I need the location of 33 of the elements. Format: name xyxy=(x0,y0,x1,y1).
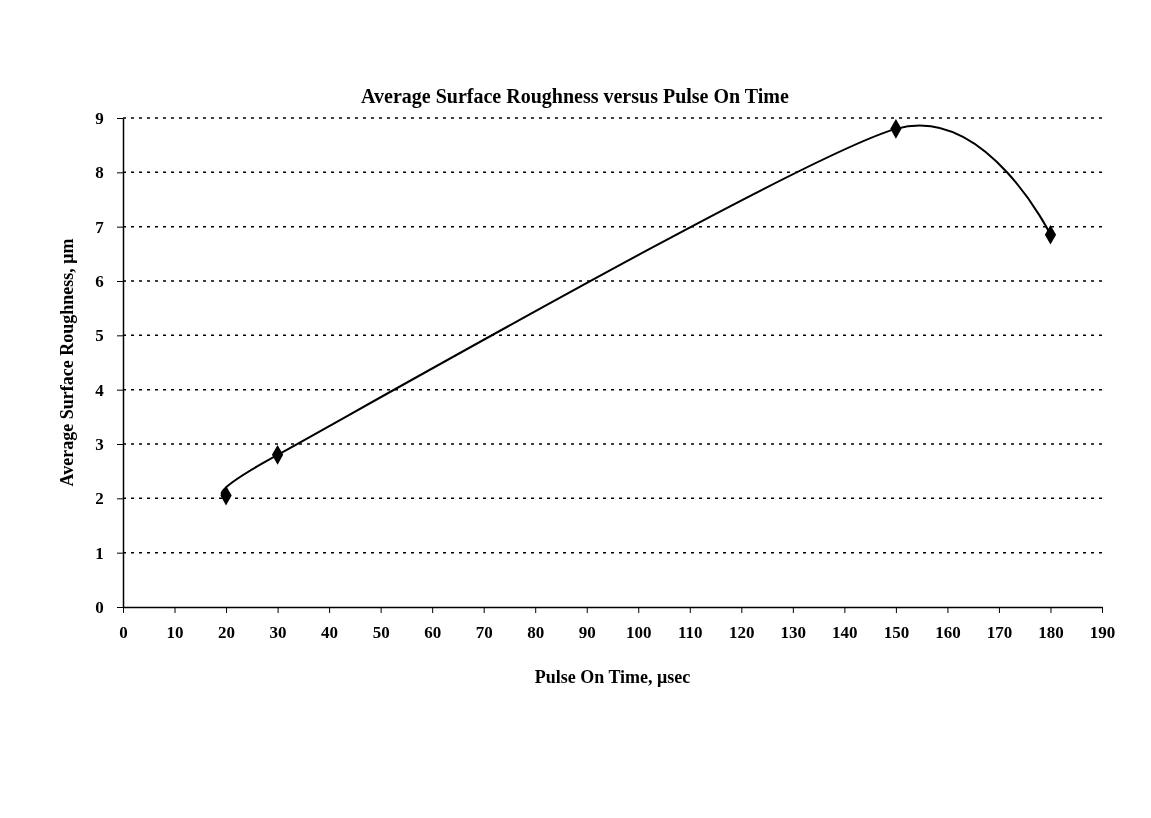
y-tick-label: 8 xyxy=(95,163,104,183)
y-tick-label: 2 xyxy=(95,489,104,509)
x-tick-label: 0 xyxy=(119,623,128,643)
x-tick-label: 100 xyxy=(626,623,652,643)
y-axis-title: Average Surface Roughness, μm xyxy=(57,238,77,487)
x-tick-label: 30 xyxy=(269,623,287,643)
x-tick-label: 140 xyxy=(832,623,858,643)
x-tick-label: 70 xyxy=(475,623,493,643)
x-tick-label: 180 xyxy=(1038,623,1064,643)
x-tick-label: 90 xyxy=(578,623,596,643)
x-tick-label: 50 xyxy=(372,623,390,643)
x-tick-label: 40 xyxy=(321,623,339,643)
x-tick-label: 20 xyxy=(218,623,236,643)
y-tick-label: 7 xyxy=(95,217,105,237)
y-tick-label: 3 xyxy=(95,434,104,454)
x-tick-label: 150 xyxy=(883,623,910,643)
chart-title: Average Surface Roughness versus Pulse On Time xyxy=(361,85,790,108)
y-tick-label: 0 xyxy=(95,597,104,617)
y-tick-label: 9 xyxy=(95,108,104,128)
x-tick-label: 110 xyxy=(678,623,703,643)
x-tick-label: 10 xyxy=(166,623,184,643)
x-tick-label: 60 xyxy=(424,623,442,643)
x-tick-label: 80 xyxy=(527,623,545,643)
x-tick-label: 130 xyxy=(780,623,807,643)
y-tick-label: 1 xyxy=(95,543,104,563)
x-tick-label: 170 xyxy=(986,623,1013,643)
x-tick-label: 160 xyxy=(935,623,961,643)
y-tick-label: 5 xyxy=(95,326,104,346)
x-tick-label: 120 xyxy=(729,623,755,643)
y-tick-label: 4 xyxy=(95,380,105,400)
x-axis-title: Pulse On Time, μsec xyxy=(534,667,691,687)
y-tick-label: 6 xyxy=(95,271,104,291)
x-tick-label: 190 xyxy=(1089,623,1116,643)
